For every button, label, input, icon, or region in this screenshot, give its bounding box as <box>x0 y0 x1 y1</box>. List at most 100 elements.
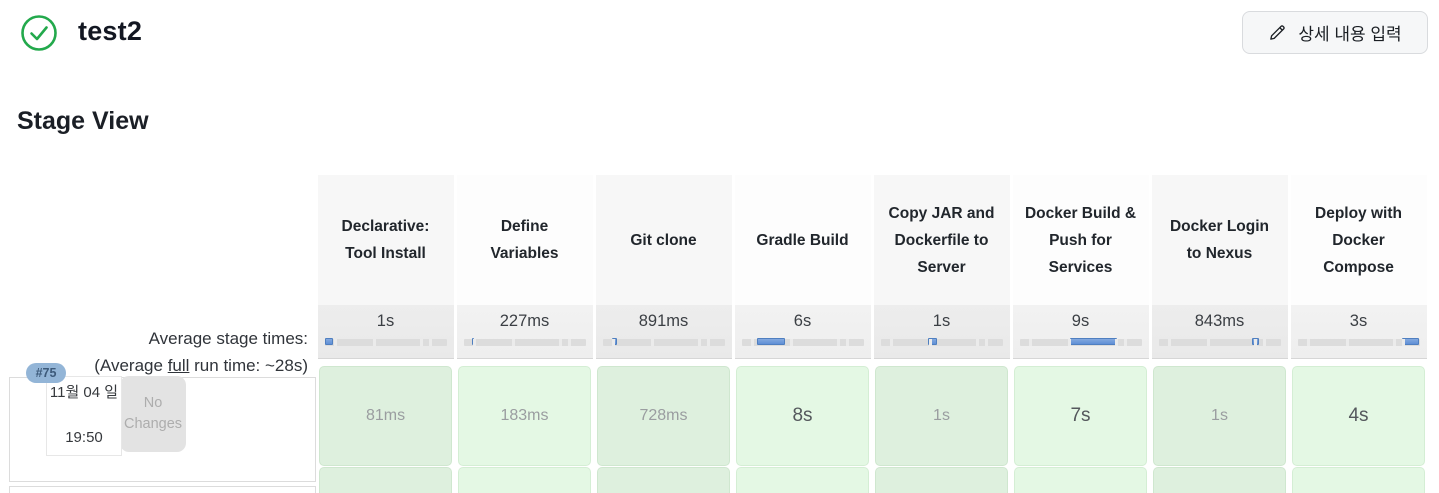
bar-divider <box>975 339 979 347</box>
build-stage-cell-wrap: 7s <box>1013 364 1149 466</box>
build-date: 11월 04 일 <box>49 384 119 401</box>
next-build-stage-cell <box>875 467 1008 493</box>
bar-divider <box>1029 339 1033 347</box>
build-stage-cell[interactable]: 4s <box>1292 365 1425 466</box>
bar-divider <box>836 339 840 347</box>
next-build-stage-cell-partial <box>1152 465 1288 493</box>
bar-divider <box>1392 339 1396 347</box>
average-stage-time-value: 3s <box>1349 312 1368 331</box>
next-build-stage-cell-partial <box>1013 465 1149 493</box>
stage-header-cell: Docker Build & Push for Services <box>1012 175 1149 306</box>
stage-header-cell: Git clone <box>595 175 732 306</box>
build-stage-cell-wrap: 183ms <box>457 364 593 466</box>
bar-divider <box>1346 339 1350 347</box>
bar-divider <box>1168 339 1172 347</box>
stage-header-label: Deploy with Docker Compose <box>1315 204 1402 276</box>
bar-divider <box>1263 339 1267 347</box>
stage-column: Docker Login to Nexus 843ms 1s <box>1150 175 1289 493</box>
bar-divider <box>1124 339 1128 347</box>
average-stage-time-cell: 891ms <box>595 305 732 360</box>
build-stage-cell[interactable]: 81ms <box>319 365 452 466</box>
average-stage-time-value: 1s <box>376 312 395 331</box>
bar-divider <box>846 339 850 347</box>
bar-divider <box>512 339 516 347</box>
bar-divider <box>890 339 894 347</box>
bar-divider <box>929 339 933 347</box>
bar-divider <box>373 339 377 347</box>
average-times-label: Average stage times: (Average full run t… <box>94 325 308 379</box>
bar-divider <box>473 339 477 347</box>
bar-divider <box>1068 339 1072 347</box>
build-stage-cell[interactable]: 183ms <box>458 365 591 466</box>
build-stage-cell[interactable]: 8s <box>736 365 869 466</box>
average-stage-time-cell: 9s <box>1012 305 1149 360</box>
stage-view-title: Stage View <box>17 107 149 135</box>
stage-header-label: Docker Build & Push for Services <box>1024 204 1137 276</box>
stage-column: Docker Build & Push for Services 9s 7s <box>1011 175 1150 493</box>
pencil-icon <box>1268 23 1287 42</box>
stage-column: Deploy with Docker Compose 3s 4s <box>1289 175 1428 493</box>
bar-divider <box>1307 339 1311 347</box>
average-run-full-word: full <box>167 356 190 375</box>
average-stage-time-cell: 843ms <box>1151 305 1288 360</box>
build-stage-duration: 81ms <box>365 406 406 424</box>
average-stage-time-value: 843ms <box>1194 312 1245 331</box>
average-times-line1: Average stage times: <box>148 329 308 348</box>
build-time-of-day: 19:50 <box>65 429 103 446</box>
build-stage-duration: 7s <box>1070 404 1091 426</box>
average-stage-time-cell: 227ms <box>456 305 593 360</box>
average-stage-time-cell: 3s <box>1290 305 1427 360</box>
stage-column: Define Variables 227ms 183ms <box>455 175 594 493</box>
build-stage-cell[interactable]: 728ms <box>597 365 730 466</box>
average-stage-time-cell: 1s <box>873 305 1010 360</box>
bar-divider <box>651 339 655 347</box>
stage-header-cell: Declarative: Tool Install <box>317 175 454 306</box>
stage-timeline-bar <box>463 338 586 347</box>
build-stage-cell[interactable]: 1s <box>1153 365 1286 466</box>
build-stage-cell[interactable]: 1s <box>875 365 1008 466</box>
next-build-row-header-partial <box>9 486 316 493</box>
stage-column: Declarative: Tool Install 1s 81ms <box>316 175 455 493</box>
next-build-stage-cell <box>319 467 452 493</box>
success-check-icon <box>20 14 58 52</box>
stage-timeline-bar <box>602 338 725 347</box>
stage-header-cell: Gradle Build <box>734 175 871 306</box>
average-run-prefix: (Average <box>94 356 168 375</box>
no-changes-badge: No Changes <box>120 376 186 452</box>
build-stage-duration: 183ms <box>500 406 549 424</box>
bar-divider <box>429 339 433 347</box>
build-stage-duration: 4s <box>1348 404 1369 426</box>
edit-details-button[interactable]: 상세 내용 입력 <box>1242 11 1428 54</box>
stage-timeline-bar <box>880 338 1003 347</box>
build-stage-duration: 728ms <box>639 406 688 424</box>
average-stage-time-value: 1s <box>932 312 951 331</box>
stage-header-label: Declarative: Tool Install <box>341 218 430 263</box>
stage-header-cell: Docker Login to Nexus <box>1151 175 1288 306</box>
stage-timeline-bar <box>1297 338 1420 347</box>
next-build-stage-cell <box>736 467 869 493</box>
next-build-stage-cell-partial <box>596 465 732 493</box>
build-date-link[interactable]: 11월 04 일 19:50 <box>46 376 122 456</box>
build-stage-cell-wrap: 81ms <box>318 364 454 466</box>
average-run-suffix: run time: ~28s) <box>189 356 308 375</box>
build-stage-cell-wrap: 1s <box>874 364 1010 466</box>
build-number-badge[interactable]: #75 <box>26 363 66 383</box>
bar-divider <box>1253 339 1257 347</box>
next-build-stage-cell-partial <box>457 465 593 493</box>
build-stage-duration: 1s <box>933 406 950 424</box>
build-stage-cell-wrap: 728ms <box>596 364 732 466</box>
average-stage-time-value: 9s <box>1071 312 1090 331</box>
stage-header-label: Git clone <box>630 231 697 249</box>
stage-columns: Declarative: Tool Install 1s 81ms Define… <box>316 175 1428 493</box>
stage-timeline-bar <box>1019 338 1142 347</box>
next-build-stage-cell <box>597 467 730 493</box>
next-build-stage-cell <box>1153 467 1286 493</box>
build-stage-cell[interactable]: 7s <box>1014 365 1147 466</box>
stage-timeline-segment <box>757 338 786 346</box>
stage-header-cell: Define Variables <box>456 175 593 306</box>
stage-timeline-segment <box>928 338 937 346</box>
stage-header-label: Docker Login to Nexus <box>1169 218 1270 263</box>
stage-timeline-bar <box>741 338 864 347</box>
build-stage-duration: 8s <box>792 404 813 426</box>
